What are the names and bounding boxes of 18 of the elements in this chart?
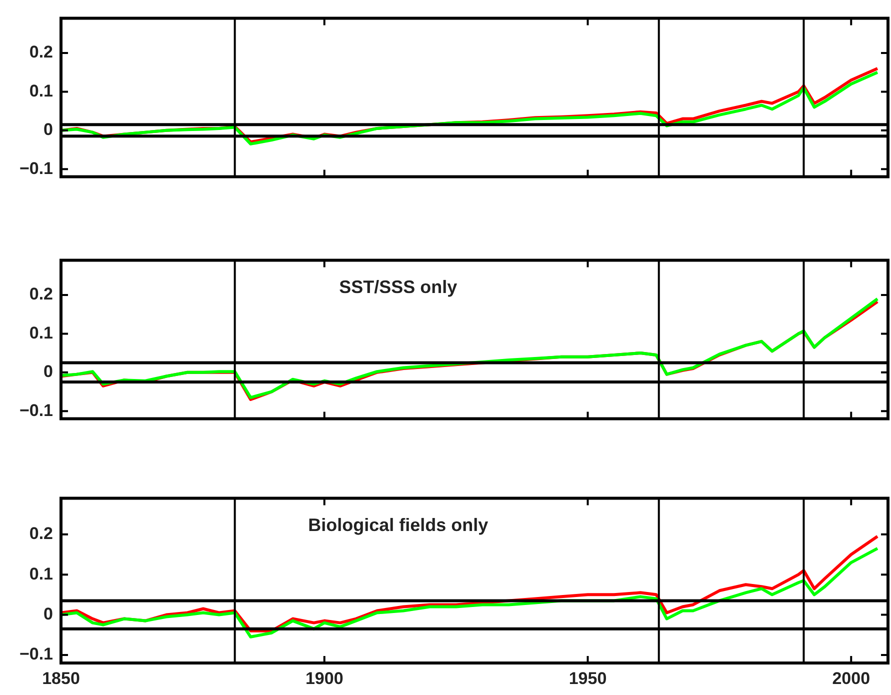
y-tick-label: −0.1 (19, 158, 53, 178)
x-tick-label: 1900 (305, 668, 344, 688)
y-tick-label: 0.1 (29, 81, 53, 100)
text: SST/SSS only (339, 277, 458, 298)
y-tick-label: −0.1 (19, 400, 53, 420)
x-tick-label: 2000 (832, 668, 870, 688)
y-tick-label: −0.1 (19, 644, 53, 664)
y-tick-label: 0 (44, 604, 53, 624)
y-tick-label: 0.2 (29, 524, 53, 544)
y-tick-label: 0.2 (29, 284, 53, 304)
y-tick-label: 0 (44, 362, 53, 382)
y-tick-label: 0.1 (29, 564, 53, 584)
x-tick-label: 1850 (42, 668, 80, 688)
text: Biological fields only (308, 515, 488, 536)
y-tick-label: 0.1 (29, 323, 53, 342)
y-tick-label: 0 (44, 120, 53, 140)
y-tick-label: 0.2 (29, 42, 53, 62)
x-tick-label: 1950 (568, 668, 607, 688)
